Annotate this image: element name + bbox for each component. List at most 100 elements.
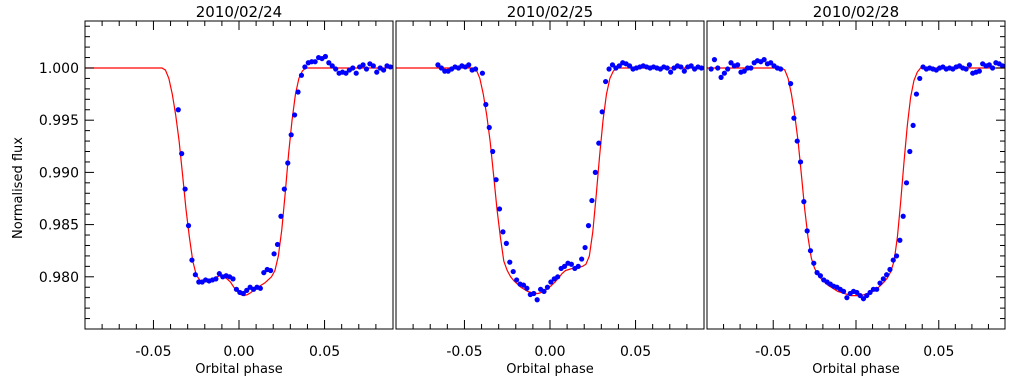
data-point xyxy=(606,66,612,72)
x-axis-label: Orbital phase xyxy=(195,362,282,377)
data-point xyxy=(963,66,969,72)
data-point xyxy=(483,101,489,108)
x-tick-label: -0.05 xyxy=(755,344,791,360)
data-point xyxy=(524,285,530,291)
x-tick-label: 0.05 xyxy=(309,344,340,360)
data-point xyxy=(917,75,923,82)
y-tick-label: 0.990 xyxy=(39,165,79,181)
data-point xyxy=(721,70,727,76)
data-point xyxy=(788,81,794,87)
panel-title: 2010/02/25 xyxy=(507,3,593,21)
data-point xyxy=(479,70,486,76)
x-axis-label: Orbital phase xyxy=(506,362,593,377)
data-point xyxy=(903,180,910,186)
panel-3: 2010/02/28 -0.05 0.00 0.05 Orbital phase xyxy=(706,3,1006,377)
x-tick-label: 0.00 xyxy=(840,344,871,360)
data-point xyxy=(435,62,441,68)
data-point xyxy=(240,290,246,297)
data-point xyxy=(603,78,609,85)
data-point xyxy=(189,257,195,263)
data-point xyxy=(596,140,602,146)
panel-title: 2010/02/24 xyxy=(196,3,282,21)
data-point xyxy=(233,286,240,292)
data-point xyxy=(329,63,335,69)
data-point xyxy=(794,138,800,144)
x-tick-label: 0.00 xyxy=(223,344,254,360)
model-curve xyxy=(707,67,1005,297)
data-point xyxy=(298,72,305,78)
data-point xyxy=(797,159,804,165)
data-point xyxy=(708,66,714,72)
data-point xyxy=(976,68,982,74)
data-point xyxy=(257,285,263,291)
data-point xyxy=(748,65,754,71)
data-point xyxy=(741,68,747,74)
data-point xyxy=(626,63,633,69)
data-point xyxy=(698,65,704,71)
data-point xyxy=(353,70,359,76)
data-point xyxy=(989,65,996,71)
data-point xyxy=(854,289,860,296)
data-point xyxy=(531,290,537,297)
data-point xyxy=(261,270,267,276)
data-point xyxy=(778,66,784,72)
data-point xyxy=(681,68,687,74)
data-point xyxy=(887,266,893,273)
x-tick-label: -0.05 xyxy=(135,344,171,360)
x-tick-label: -0.05 xyxy=(446,344,482,360)
data-point xyxy=(664,65,670,71)
data-point xyxy=(999,63,1005,69)
data-point xyxy=(548,279,554,285)
data-point xyxy=(910,122,916,129)
data-point xyxy=(192,272,198,278)
panel-2: 2010/02/25 -0.05 0.00 0.05 Orbital phase xyxy=(395,3,705,377)
data-point xyxy=(295,89,301,95)
data-point xyxy=(893,253,900,259)
data-point xyxy=(840,288,847,295)
data-point xyxy=(322,53,329,60)
data-point xyxy=(986,62,992,68)
x-tick-label: 0.00 xyxy=(534,344,565,360)
data-point xyxy=(801,199,807,205)
data-point xyxy=(514,277,520,283)
data-point xyxy=(326,60,332,66)
data-point xyxy=(761,57,767,63)
data-point xyxy=(496,206,503,212)
data-point xyxy=(288,132,294,138)
data-point xyxy=(913,91,920,97)
panels: 2010/02/24 -0.05 0.00 0.05 Orbital phase 1.00… xyxy=(39,3,1006,377)
data-point xyxy=(333,66,339,72)
data-point xyxy=(807,248,814,254)
data-point xyxy=(555,274,561,280)
data-point xyxy=(884,272,890,278)
data-point xyxy=(486,124,492,131)
data-point xyxy=(370,63,376,69)
data-point xyxy=(579,256,585,262)
data-point xyxy=(274,241,281,248)
data-point xyxy=(363,66,370,72)
data-point xyxy=(589,197,595,204)
data-point xyxy=(860,296,867,302)
x-tick-label: 0.05 xyxy=(923,344,954,360)
data-point xyxy=(510,268,516,275)
data-point xyxy=(438,65,444,71)
data-point xyxy=(609,62,616,68)
data-point xyxy=(575,263,581,269)
data-point xyxy=(867,289,873,296)
data-point xyxy=(768,60,774,66)
data-point xyxy=(182,186,188,192)
data-point xyxy=(230,276,236,282)
data-point xyxy=(520,282,527,288)
data-point xyxy=(568,261,574,267)
y-tick-label: 0.985 xyxy=(39,218,79,234)
data-point xyxy=(907,148,913,155)
data-point xyxy=(817,273,824,279)
data-point xyxy=(380,67,387,73)
data-point xyxy=(507,259,513,265)
data-point xyxy=(890,257,896,263)
data-point xyxy=(292,112,298,118)
data-point xyxy=(387,64,393,70)
plot-frame xyxy=(84,20,394,330)
x-tick-label: 0.05 xyxy=(620,344,651,360)
